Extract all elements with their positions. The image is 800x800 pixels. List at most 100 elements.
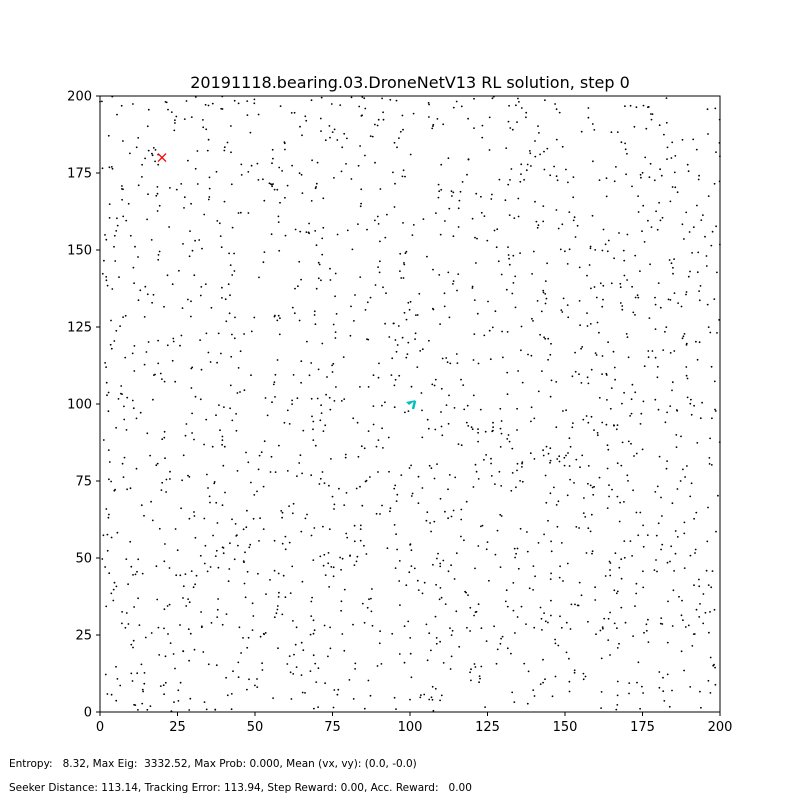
particle-point [616, 647, 619, 649]
particle-point [410, 464, 412, 467]
particle-point [310, 200, 313, 202]
particle-point [647, 618, 649, 621]
particle-point [633, 125, 636, 128]
particle-point [667, 600, 669, 603]
particle-point [229, 542, 231, 545]
particle-point [434, 615, 437, 618]
particle-point [445, 404, 448, 406]
particle-point [329, 408, 332, 411]
particle-point [359, 485, 361, 488]
particle-point [289, 671, 292, 674]
particle-point [697, 178, 700, 181]
particle-point [542, 454, 545, 457]
particle-point [305, 231, 308, 234]
particle-point [698, 174, 700, 177]
particle-point [182, 243, 184, 245]
particle-point [566, 562, 569, 565]
x-axis: 0 25 50 75 100 125 150 175 200 [96, 712, 732, 735]
particle-point [598, 331, 600, 334]
particle-point [389, 507, 392, 510]
particle-point [500, 485, 503, 487]
particle-point [233, 270, 236, 272]
particle-point [544, 474, 547, 477]
particle-point [544, 620, 547, 623]
particle-point [634, 314, 636, 316]
particle-point [707, 679, 710, 682]
particle-point [366, 228, 368, 231]
particle-point [203, 562, 206, 565]
particle-point [578, 373, 580, 376]
particle-point [343, 649, 346, 652]
particle-point [207, 351, 210, 354]
particle-point [209, 361, 212, 363]
particle-point [165, 491, 168, 493]
particle-point [231, 333, 233, 336]
particle-point [141, 688, 144, 691]
particle-point [515, 104, 517, 107]
particle-point [689, 495, 692, 498]
particle-point [166, 274, 169, 277]
particle-point [695, 608, 698, 611]
particle-point [674, 186, 677, 189]
particle-point [141, 176, 143, 178]
particle-point [116, 224, 119, 227]
particle-point [572, 176, 575, 179]
particle-point [438, 190, 441, 193]
particle-point [137, 558, 140, 561]
particle-point [683, 532, 686, 535]
particle-point [377, 471, 379, 473]
particle-point [594, 599, 597, 601]
particle-point [713, 380, 716, 383]
particle-point [698, 299, 701, 302]
particle-point [400, 277, 403, 279]
particle-point [139, 289, 142, 292]
particle-point [250, 374, 252, 377]
particle-point [200, 368, 203, 371]
particle-point [467, 594, 469, 596]
particle-point [371, 624, 374, 627]
particle-point [165, 478, 168, 481]
particle-point [123, 418, 126, 421]
particle-point [613, 424, 615, 426]
particle-point [292, 502, 295, 505]
particle-point [397, 325, 400, 327]
particle-point [320, 412, 323, 414]
particle-point [457, 226, 460, 228]
particle-point [327, 562, 330, 565]
particle-point [540, 310, 543, 313]
particle-point [384, 236, 387, 239]
particle-point [327, 552, 330, 554]
particle-point [278, 333, 281, 336]
particle-point [300, 360, 303, 363]
particle-point [190, 387, 193, 389]
particle-point [500, 637, 502, 640]
particle-point [641, 448, 644, 451]
particle-point [642, 692, 644, 694]
particle-point [223, 149, 226, 152]
particle-point [556, 525, 559, 528]
particle-point [141, 572, 144, 575]
particle-point [531, 317, 533, 320]
particle-point [328, 484, 330, 487]
particle-point [558, 455, 561, 458]
particle-point [604, 243, 607, 246]
particle-point [379, 240, 381, 243]
particle-point [318, 263, 321, 266]
particle-point [674, 552, 677, 555]
particle-point [205, 708, 208, 711]
particle-point [660, 174, 663, 177]
particle-point [714, 683, 717, 686]
particle-point [437, 196, 440, 199]
particle-point [322, 430, 325, 432]
particle-point [343, 588, 346, 591]
particle-point [480, 665, 483, 668]
particle-point [112, 588, 115, 591]
particle-point [542, 205, 545, 208]
particle-point [304, 517, 307, 520]
particle-point [649, 162, 652, 165]
particle-point [582, 678, 585, 681]
particle-point [389, 98, 392, 101]
particle-point [313, 707, 315, 710]
particle-point [460, 535, 462, 538]
particle-point [164, 457, 166, 460]
